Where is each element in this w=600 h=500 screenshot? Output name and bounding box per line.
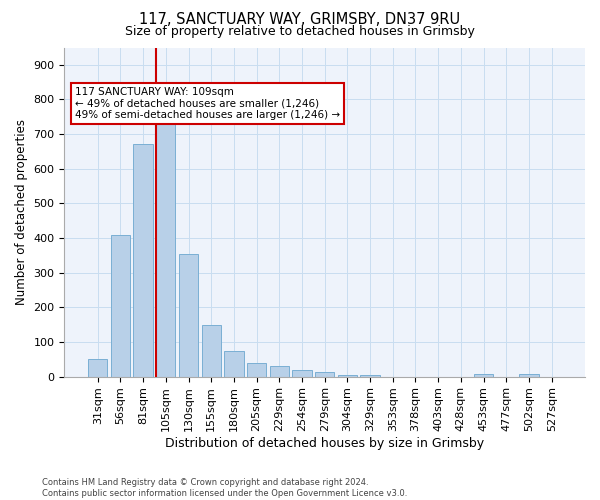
Bar	[520, 374, 539, 376]
Text: 117, SANCTUARY WAY, GRIMSBY, DN37 9RU: 117, SANCTUARY WAY, GRIMSBY, DN37 9RU	[139, 12, 461, 28]
Bar	[111, 234, 130, 376]
Bar	[292, 370, 311, 376]
X-axis label: Distribution of detached houses by size in Grimsby: Distribution of detached houses by size …	[165, 437, 484, 450]
Bar	[156, 117, 175, 376]
Bar	[179, 254, 198, 376]
Y-axis label: Number of detached properties: Number of detached properties	[15, 119, 28, 305]
Bar	[133, 144, 153, 376]
Bar	[88, 360, 107, 376]
Bar	[224, 350, 244, 376]
Bar	[361, 375, 380, 376]
Bar	[338, 375, 357, 376]
Bar	[474, 374, 493, 376]
Bar	[315, 372, 334, 376]
Text: Size of property relative to detached houses in Grimsby: Size of property relative to detached ho…	[125, 25, 475, 38]
Text: 117 SANCTUARY WAY: 109sqm
← 49% of detached houses are smaller (1,246)
49% of se: 117 SANCTUARY WAY: 109sqm ← 49% of detac…	[75, 87, 340, 120]
Bar	[202, 324, 221, 376]
Bar	[247, 364, 266, 376]
Text: Contains HM Land Registry data © Crown copyright and database right 2024.
Contai: Contains HM Land Registry data © Crown c…	[42, 478, 407, 498]
Bar	[269, 366, 289, 376]
